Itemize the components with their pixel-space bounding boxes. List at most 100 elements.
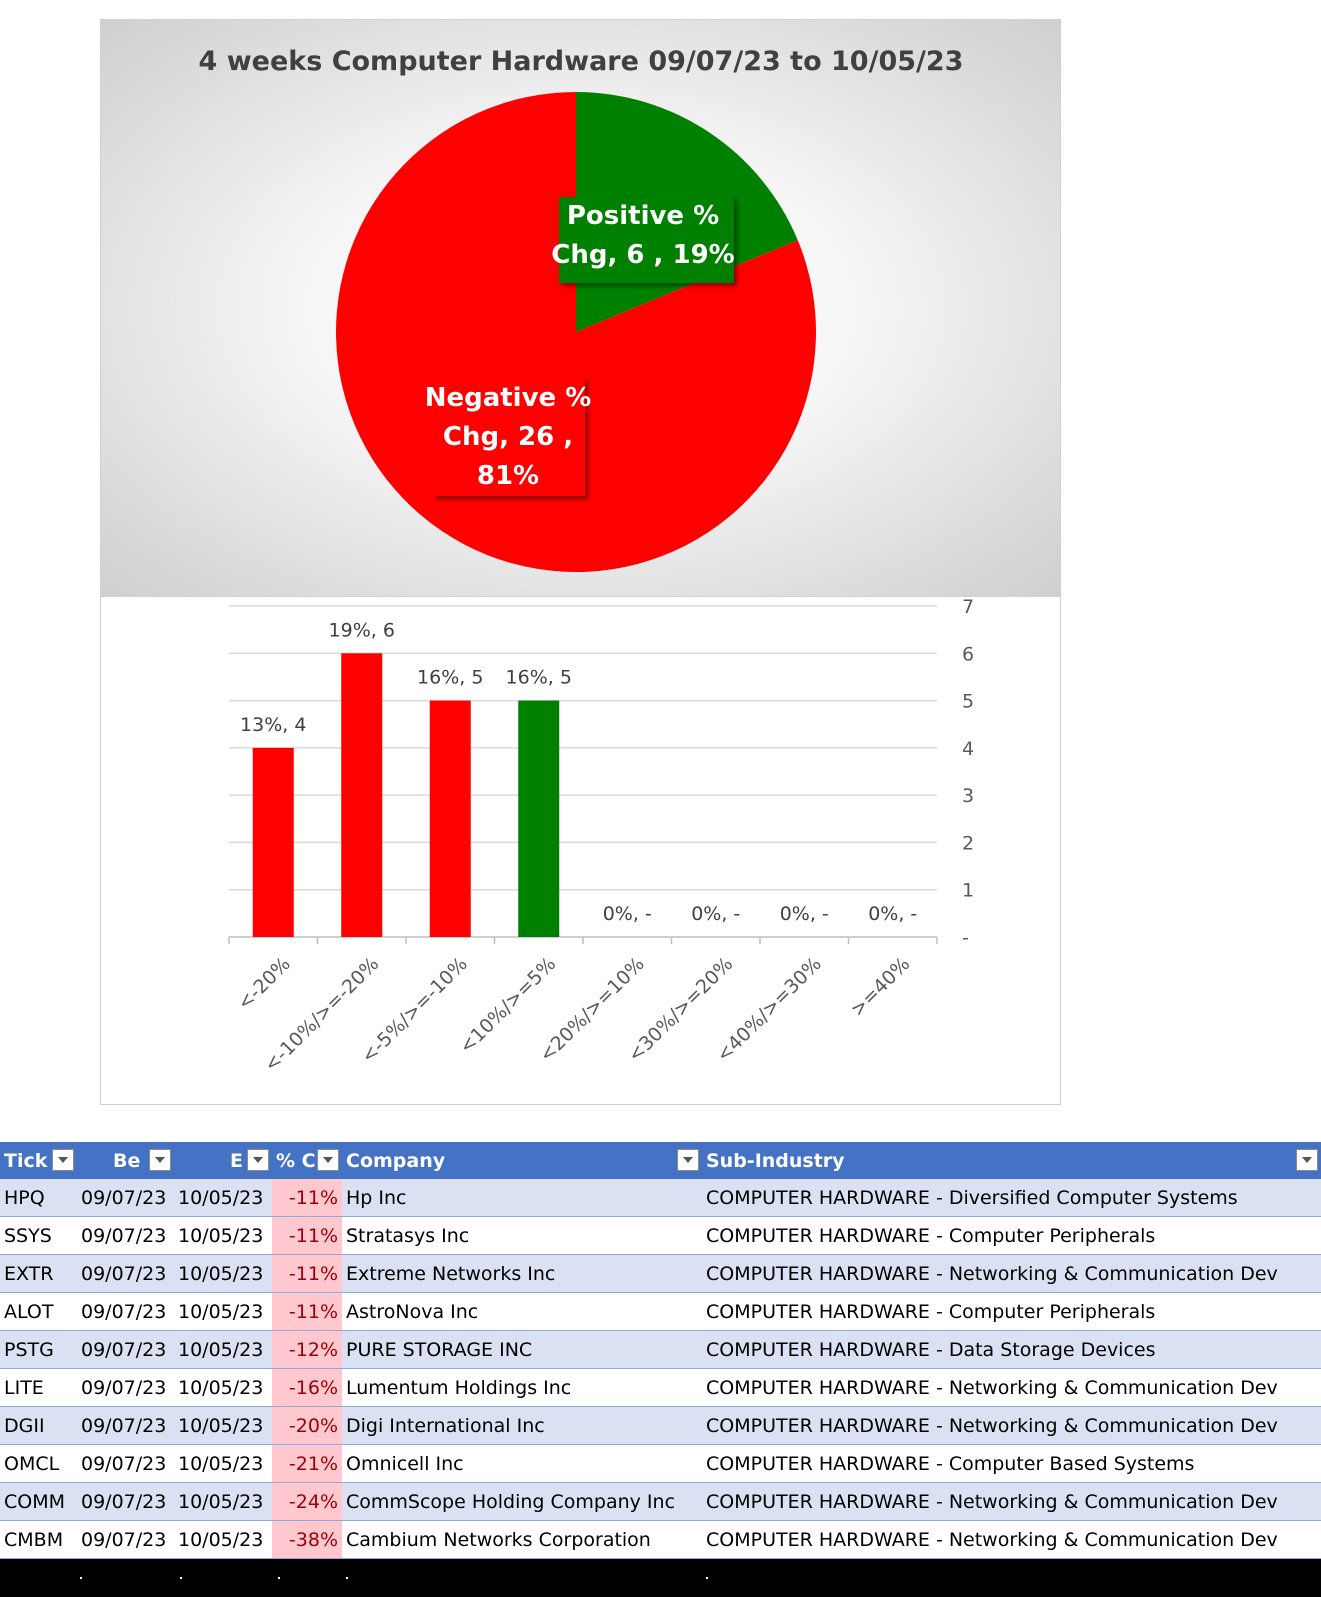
cell-ticker[interactable]: EXTR xyxy=(0,1254,77,1293)
cell-begin-date[interactable]: 09/07/23 xyxy=(77,1254,174,1293)
cell-end-date[interactable]: 10/05/23 xyxy=(174,1482,272,1521)
table-row[interactable]: DGII 09/07/23 10/05/23 -20% Digi Internation… xyxy=(0,1406,1321,1445)
table-row[interactable]: CMBM 09/07/23 10/05/23 -38% Cambium Networks… xyxy=(0,1520,1321,1559)
pie-data-label: Chg, 26 , xyxy=(443,422,573,452)
cell-ticker[interactable]: ALOT xyxy=(0,1292,77,1331)
dot-marker xyxy=(278,1577,280,1579)
cell-sub-industry[interactable]: COMPUTER HARDWARE - Networking & Communi… xyxy=(702,1368,1321,1407)
pie-data-label: Chg, 6 , 19% xyxy=(551,240,734,270)
cell-company[interactable]: Cambium Networks Corporation xyxy=(342,1520,702,1559)
cell-begin-date[interactable]: 09/07/23 xyxy=(77,1406,174,1445)
header-pct-change[interactable]: % C xyxy=(272,1142,342,1179)
cell-begin-date[interactable]: 09/07/23 xyxy=(77,1179,174,1217)
bar xyxy=(252,747,294,937)
table-row[interactable]: EXTR 09/07/23 10/05/23 -11% Extreme Networks… xyxy=(0,1254,1321,1293)
cell-ticker[interactable]: DGII xyxy=(0,1406,77,1445)
table-row[interactable]: SSYS 09/07/23 10/05/23 -11% Stratasys Inc COM… xyxy=(0,1216,1321,1255)
filter-dropdown-icon[interactable] xyxy=(1296,1149,1318,1171)
cell-begin-date[interactable]: 09/07/23 xyxy=(77,1482,174,1521)
cell-company[interactable]: Stratasys Inc xyxy=(342,1216,702,1255)
header-company[interactable]: Company xyxy=(342,1142,702,1179)
bar-data-label: 16%, 5 xyxy=(417,667,483,689)
filter-dropdown-icon[interactable] xyxy=(52,1149,74,1171)
cell-pct-change[interactable]: -20% xyxy=(272,1406,342,1445)
header-begin[interactable]: Be xyxy=(77,1142,174,1179)
table-row[interactable]: OMCL 09/07/23 10/05/23 -21% Omnicell Inc COMP… xyxy=(0,1444,1321,1483)
cell-pct-change[interactable]: -38% xyxy=(272,1520,342,1559)
cell-end-date[interactable]: 10/05/23 xyxy=(174,1216,272,1255)
bar-data-label: 19%, 6 xyxy=(329,619,395,641)
cell-begin-date[interactable]: 09/07/23 xyxy=(77,1520,174,1559)
cell-end-date[interactable]: 10/05/23 xyxy=(174,1179,272,1217)
x-category-label: >=40% xyxy=(846,953,914,1021)
cell-pct-change[interactable]: -11% xyxy=(272,1179,342,1217)
table-row[interactable]: COMM 09/07/23 10/05/23 -24% CommScope Holdin… xyxy=(0,1482,1321,1521)
cell-end-date[interactable]: 10/05/23 xyxy=(174,1406,272,1445)
cell-company[interactable]: Digi International Inc xyxy=(342,1406,702,1445)
cell-sub-industry[interactable]: COMPUTER HARDWARE - Diversified Computer… xyxy=(702,1179,1321,1217)
cell-end-date[interactable]: 10/05/23 xyxy=(174,1368,272,1407)
filter-dropdown-icon[interactable] xyxy=(149,1149,171,1171)
filter-dropdown-icon[interactable] xyxy=(677,1149,699,1171)
cell-ticker[interactable]: COMM xyxy=(0,1482,77,1521)
cell-pct-change[interactable]: -11% xyxy=(272,1292,342,1331)
table-row[interactable]: PSTG 09/07/23 10/05/23 -12% PURE STORAGE INC… xyxy=(0,1330,1321,1369)
header-ticker[interactable]: Tick xyxy=(0,1142,77,1179)
table-header-row: Tick Be E % C Company Sub-Industry xyxy=(0,1142,1321,1179)
cell-company[interactable]: Extreme Networks Inc xyxy=(342,1254,702,1293)
dot-marker xyxy=(706,1577,708,1579)
cell-pct-change[interactable]: -11% xyxy=(272,1254,342,1293)
cell-sub-industry[interactable]: COMPUTER HARDWARE - Networking & Communi… xyxy=(702,1254,1321,1293)
cell-sub-industry[interactable]: COMPUTER HARDWARE - Computer Peripherals xyxy=(702,1216,1321,1255)
cell-company[interactable]: Omnicell Inc xyxy=(342,1444,702,1483)
pie-title: 4 weeks Computer Hardware 09/07/23 to 10… xyxy=(199,46,964,77)
cell-pct-change[interactable]: -11% xyxy=(272,1216,342,1255)
pie-chart-panel: 4 weeks Computer Hardware 09/07/23 to 10… xyxy=(100,19,1061,597)
cell-end-date[interactable]: 10/05/23 xyxy=(174,1254,272,1293)
cell-sub-industry[interactable]: COMPUTER HARDWARE - Computer Peripherals xyxy=(702,1292,1321,1331)
cell-end-date[interactable]: 10/05/23 xyxy=(174,1444,272,1483)
cell-begin-date[interactable]: 09/07/23 xyxy=(77,1330,174,1369)
cell-company[interactable]: CommScope Holding Company Inc xyxy=(342,1482,702,1521)
header-end[interactable]: E xyxy=(174,1142,272,1179)
cell-begin-date[interactable]: 09/07/23 xyxy=(77,1292,174,1331)
filter-dropdown-icon[interactable] xyxy=(317,1149,339,1171)
cell-company[interactable]: PURE STORAGE INC xyxy=(342,1330,702,1369)
cell-end-date[interactable]: 10/05/23 xyxy=(174,1292,272,1331)
y-tick-label: 6 xyxy=(962,643,974,665)
cell-ticker[interactable]: OMCL xyxy=(0,1444,77,1483)
table-row[interactable]: LITE 09/07/23 10/05/23 -16% Lumentum Holding… xyxy=(0,1368,1321,1407)
cell-pct-change[interactable]: -21% xyxy=(272,1444,342,1483)
cell-sub-industry[interactable]: COMPUTER HARDWARE - Networking & Communi… xyxy=(702,1406,1321,1445)
bar xyxy=(429,700,471,937)
table-row[interactable]: HPQ 09/07/23 10/05/23 -11% Hp Inc COMPUTER HA… xyxy=(0,1179,1321,1217)
cell-ticker[interactable]: SSYS xyxy=(0,1216,77,1255)
cell-ticker[interactable]: CMBM xyxy=(0,1520,77,1559)
cell-sub-industry[interactable]: COMPUTER HARDWARE - Data Storage Devices xyxy=(702,1330,1321,1369)
cell-company[interactable]: Hp Inc xyxy=(342,1179,702,1217)
cell-pct-change[interactable]: -16% xyxy=(272,1368,342,1407)
dot-marker xyxy=(80,1577,82,1579)
cell-begin-date[interactable]: 09/07/23 xyxy=(77,1368,174,1407)
cell-sub-industry[interactable]: COMPUTER HARDWARE - Computer Based Syste… xyxy=(702,1444,1321,1483)
table-row[interactable]: ALOT 09/07/23 10/05/23 -11% AstroNova Inc COM… xyxy=(0,1292,1321,1331)
header-sub-industry[interactable]: Sub-Industry xyxy=(702,1142,1321,1179)
cell-ticker[interactable]: LITE xyxy=(0,1368,77,1407)
filter-dropdown-icon[interactable] xyxy=(247,1149,269,1171)
cell-sub-industry[interactable]: COMPUTER HARDWARE - Networking & Communi… xyxy=(702,1520,1321,1559)
cell-begin-date[interactable]: 09/07/23 xyxy=(77,1444,174,1483)
cell-company[interactable]: Lumentum Holdings Inc xyxy=(342,1368,702,1407)
cell-ticker[interactable]: HPQ xyxy=(0,1179,77,1217)
bar-data-label: 0%, - xyxy=(691,903,740,925)
cell-ticker[interactable]: PSTG xyxy=(0,1330,77,1369)
cell-pct-change[interactable]: -12% xyxy=(272,1330,342,1369)
cell-pct-change[interactable]: -24% xyxy=(272,1482,342,1521)
cell-begin-date[interactable]: 09/07/23 xyxy=(77,1216,174,1255)
cell-sub-industry[interactable]: COMPUTER HARDWARE - Networking & Communi… xyxy=(702,1482,1321,1521)
bar-chart-panel: -1 2 3 4 5 6 7 13%, 4 <-20% 19%, 6 <-10%/>=-20% 16%… xyxy=(100,597,1061,1105)
bottom-bar xyxy=(0,1559,1321,1597)
cell-end-date[interactable]: 10/05/23 xyxy=(174,1520,272,1559)
cell-company[interactable]: AstroNova Inc xyxy=(342,1292,702,1331)
cell-end-date[interactable]: 10/05/23 xyxy=(174,1330,272,1369)
bar-data-label: 0%, - xyxy=(868,903,917,925)
